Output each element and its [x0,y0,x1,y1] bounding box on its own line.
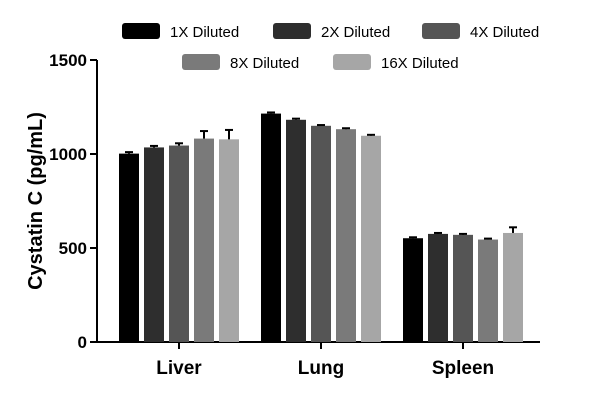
legend-swatch [422,23,460,39]
x-category-label: Spleen [432,358,494,379]
y-tick-label: 1500 [49,51,87,70]
bar [144,147,164,342]
x-axis: Liver Lung Spleen [96,341,540,379]
bar [119,153,139,342]
x-category-label: Liver [156,358,202,379]
bar [453,234,473,342]
y-axis: 0 500 1000 1500 [49,51,98,352]
legend-label: 16X Diluted [381,55,459,72]
bar [478,239,498,342]
bar [361,135,381,342]
bar [403,238,423,342]
legend-label: 4X Diluted [470,24,539,41]
bar [503,232,523,342]
bar [169,145,189,342]
legend: 1X Diluted 2X Diluted 4X Diluted 8X Diluted… [122,23,539,72]
legend-label: 2X Diluted [321,24,390,41]
legend-swatch [333,54,371,70]
bar [428,233,448,342]
y-tick-label: 0 [78,333,87,352]
y-tick-label: 1000 [49,145,87,164]
legend-swatch [122,23,160,39]
y-axis-title: Cystatin C (pg/mL) [25,112,47,290]
legend-label: 8X Diluted [230,55,299,72]
legend-swatch [273,23,311,39]
bar [261,113,281,342]
bar [311,125,331,342]
bar [219,139,239,342]
bar [286,119,306,342]
bars [119,111,523,342]
y-tick-label: 500 [59,239,87,258]
x-category-label: Lung [298,358,344,379]
legend-swatch [182,54,220,70]
legend-label: 1X Diluted [170,24,239,41]
bar [194,138,214,342]
bar [336,129,356,342]
